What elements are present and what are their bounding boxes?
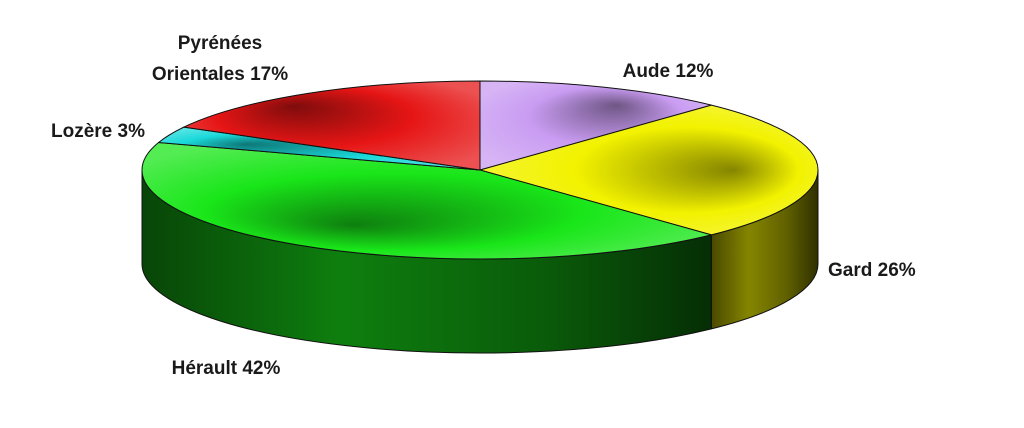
pie-slice-herault — [141, 142, 712, 260]
pie-slice-pyrenees-orientales — [183, 80, 481, 171]
pie-slice-aude — [479, 80, 712, 171]
pie-sides — [141, 169, 819, 354]
pie-slice-gard — [479, 104, 819, 236]
label-aude: Aude 12% — [623, 61, 714, 82]
label-pyrenees-line2: Orientales 17% — [152, 64, 288, 85]
label-herault: Hérault 42% — [172, 358, 281, 379]
pie-labels: Aude 12% Gard 26% Hérault 42% Lozère 3% … — [51, 33, 916, 379]
label-gard: Gard 26% — [828, 260, 916, 281]
label-pyrenees-line1: Pyrénées — [178, 33, 263, 54]
label-lozere: Lozère 3% — [51, 121, 145, 142]
pie-tops — [141, 80, 819, 260]
